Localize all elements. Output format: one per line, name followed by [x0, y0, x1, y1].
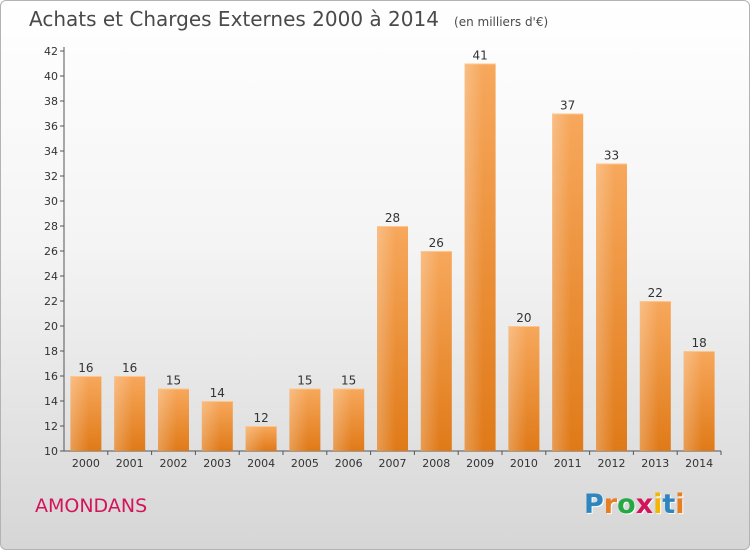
x-tick-label: 2002	[160, 457, 188, 470]
x-tick-label: 2011	[554, 457, 582, 470]
logo-letter: r	[603, 489, 618, 520]
x-tick-label: 2001	[116, 457, 144, 470]
bar-highlight	[158, 388, 189, 451]
bar-highlight	[289, 388, 321, 451]
commune-name: AMONDANS	[35, 495, 148, 517]
x-tick-label: 2000	[72, 457, 100, 470]
y-tick-label: 38	[44, 95, 58, 108]
logo-letter: i	[675, 489, 685, 520]
y-tick-label: 10	[44, 445, 58, 458]
x-tick-label: 2007	[379, 457, 407, 470]
x-tick-label: 2013	[641, 457, 669, 470]
y-tick-label: 14	[44, 395, 58, 408]
bars	[70, 63, 715, 451]
bar-value-label: 28	[385, 211, 400, 225]
y-tick-label: 24	[44, 270, 58, 283]
logo-letter: P	[584, 489, 604, 520]
logo-letter: o	[617, 489, 636, 520]
y-tick-label: 40	[44, 70, 58, 83]
y-tick-label: 16	[44, 370, 58, 383]
bar-value-label: 37	[560, 99, 575, 113]
y-tick-label: 18	[44, 345, 58, 358]
bar-highlight	[201, 401, 233, 451]
bar-highlight	[508, 326, 540, 451]
bar-highlight	[245, 426, 277, 451]
bar-value-label: 33	[604, 149, 619, 163]
bar-value-label: 15	[341, 374, 356, 388]
x-tick-label: 2014	[685, 457, 713, 470]
bar-value-label: 26	[429, 236, 444, 250]
bar-value-label: 16	[78, 361, 93, 375]
chart-title: Achats et Charges Externes 2000 à 2014	[29, 7, 439, 31]
y-tick-label: 26	[44, 245, 58, 258]
bar-highlight	[639, 301, 671, 451]
bar-value-label: 15	[297, 374, 312, 388]
bar-highlight	[70, 376, 102, 451]
logo-letter: t	[662, 489, 676, 520]
bar-value-label: 16	[122, 361, 137, 375]
y-tick-label: 22	[44, 295, 58, 308]
bar-highlight	[377, 226, 408, 451]
bar-value-label: 15	[166, 374, 181, 388]
title-row: Achats et Charges Externes 2000 à 2014 (…	[29, 7, 548, 31]
bar-value-label: 18	[691, 336, 706, 350]
bar-value-label: 22	[648, 286, 663, 300]
bar-value-label: 14	[210, 386, 225, 400]
bar-highlight	[464, 63, 496, 451]
y-tick-label: 28	[44, 220, 58, 233]
y-tick-label: 32	[44, 170, 58, 183]
bar-value-label: 41	[472, 49, 487, 63]
x-tick-label: 2003	[203, 457, 231, 470]
y-tick-label: 12	[44, 420, 58, 433]
x-tick-label: 2012	[598, 457, 626, 470]
chart-unit-note: (en milliers d'€)	[454, 15, 549, 29]
bar-value-label: 20	[516, 311, 531, 325]
y-tick-label: 42	[44, 45, 58, 58]
bar-highlight	[683, 351, 715, 451]
logo-letter: i	[653, 489, 663, 520]
x-axis: 2000 2001 2002 2003 2004 2005 2006 2007 2008 2009…	[64, 450, 722, 470]
bar-highlight	[552, 113, 584, 451]
bar-highlight	[114, 376, 146, 451]
x-tick-label: 2005	[291, 457, 319, 470]
bar-value-label: 12	[253, 411, 268, 425]
x-tick-label: 2009	[466, 457, 494, 470]
x-tick-label: 2010	[510, 457, 538, 470]
y-tick-label: 36	[44, 120, 58, 133]
value-labels: 16 16 15 14 12 15 15 28 26 41 20 37 33 22 18	[78, 49, 706, 426]
y-tick-label: 34	[44, 145, 58, 158]
x-tick-label: 2006	[335, 457, 363, 470]
x-tick-label: 2008	[422, 457, 450, 470]
logo-letter: x	[635, 489, 654, 520]
y-tick-label: 30	[44, 195, 58, 208]
bar-highlight	[420, 251, 452, 451]
y-tick-label: 20	[44, 320, 58, 333]
proxiti-logo[interactable]: Proxiti	[584, 489, 685, 520]
bar-highlight	[333, 388, 365, 451]
bar-highlight	[596, 163, 627, 451]
x-tick-label: 2004	[247, 457, 275, 470]
y-axis: 10 12 14 16 18 20 22 24 26 28 30 32 34 36 38 40 42	[44, 45, 65, 458]
